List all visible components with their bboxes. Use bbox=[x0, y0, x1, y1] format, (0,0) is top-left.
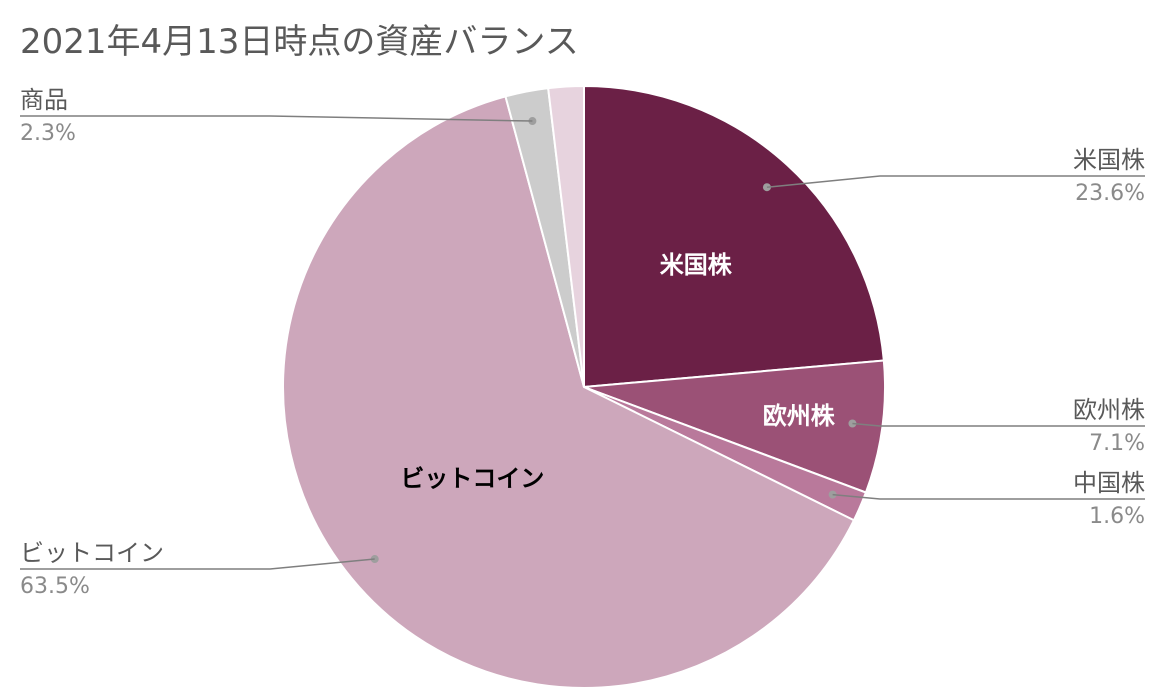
chart-title: 2021年4月13日時点の資産バランス bbox=[20, 22, 579, 62]
callout-name-欧州株: 欧州株 bbox=[1073, 396, 1145, 424]
callout-value-ビットコイン: 63.5% bbox=[20, 574, 90, 599]
callout-value-商品: 2.3% bbox=[20, 121, 76, 146]
callout-name-ビットコイン: ビットコイン bbox=[20, 539, 164, 567]
slice-inner-label-米国株: 米国株 bbox=[660, 251, 733, 279]
slice-inner-label-ビットコイン: ビットコイン bbox=[400, 465, 544, 493]
callout-value-米国株: 23.6% bbox=[1075, 181, 1145, 206]
leader-line-米国株 bbox=[766, 175, 1145, 188]
leader-line-商品 bbox=[20, 115, 533, 122]
pie-slice-欧州株 bbox=[583, 359, 886, 494]
slice-inner-label-欧州株: 欧州株 bbox=[763, 402, 836, 430]
pie-slice-unlabeled bbox=[547, 84, 585, 388]
callout-value-欧州株: 7.1% bbox=[1089, 431, 1145, 456]
callout-name-商品: 商品 bbox=[20, 86, 68, 114]
leader-line-欧州株 bbox=[852, 422, 1145, 427]
callout-name-米国株: 米国株 bbox=[1073, 146, 1145, 174]
pie-slice-ビットコイン bbox=[282, 95, 856, 689]
pie-slice-米国株 bbox=[583, 84, 885, 389]
callout-name-中国株: 中国株 bbox=[1073, 469, 1145, 497]
leader-line-ビットコイン bbox=[20, 558, 375, 570]
callout-value-中国株: 1.6% bbox=[1089, 504, 1145, 529]
leader-line-中国株 bbox=[832, 493, 1145, 500]
